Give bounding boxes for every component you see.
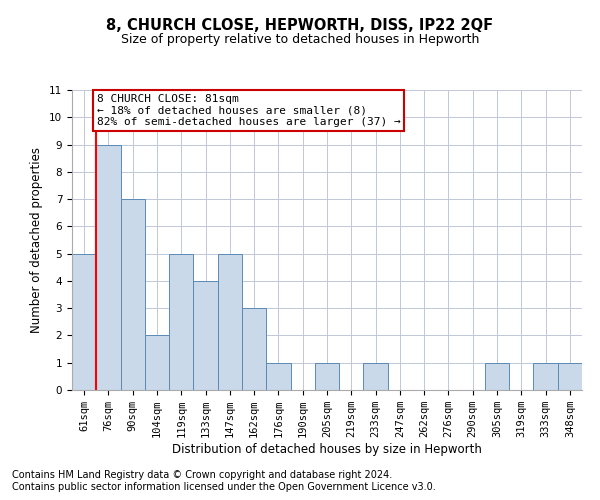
Text: Contains public sector information licensed under the Open Government Licence v3: Contains public sector information licen… bbox=[12, 482, 436, 492]
X-axis label: Distribution of detached houses by size in Hepworth: Distribution of detached houses by size … bbox=[172, 443, 482, 456]
Bar bbox=[242, 308, 266, 390]
Bar bbox=[169, 254, 193, 390]
Bar bbox=[96, 144, 121, 390]
Bar bbox=[485, 362, 509, 390]
Bar bbox=[315, 362, 339, 390]
Text: Contains HM Land Registry data © Crown copyright and database right 2024.: Contains HM Land Registry data © Crown c… bbox=[12, 470, 392, 480]
Bar bbox=[218, 254, 242, 390]
Bar bbox=[121, 199, 145, 390]
Text: Size of property relative to detached houses in Hepworth: Size of property relative to detached ho… bbox=[121, 32, 479, 46]
Bar bbox=[266, 362, 290, 390]
Text: 8, CHURCH CLOSE, HEPWORTH, DISS, IP22 2QF: 8, CHURCH CLOSE, HEPWORTH, DISS, IP22 2Q… bbox=[106, 18, 494, 32]
Bar bbox=[193, 281, 218, 390]
Y-axis label: Number of detached properties: Number of detached properties bbox=[31, 147, 43, 333]
Bar bbox=[364, 362, 388, 390]
Text: 8 CHURCH CLOSE: 81sqm
← 18% of detached houses are smaller (8)
82% of semi-detac: 8 CHURCH CLOSE: 81sqm ← 18% of detached … bbox=[97, 94, 401, 128]
Bar bbox=[145, 336, 169, 390]
Bar bbox=[72, 254, 96, 390]
Bar bbox=[533, 362, 558, 390]
Bar bbox=[558, 362, 582, 390]
